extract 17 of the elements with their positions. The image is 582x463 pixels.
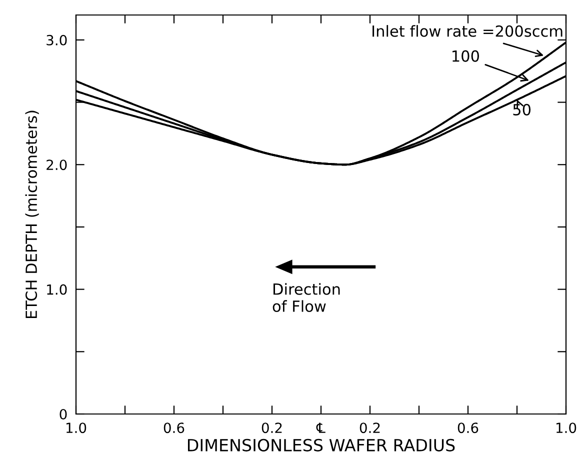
- legend-label: Inlet flow rate =200sccm: [372, 25, 562, 37]
- legend-label: 50: [513, 104, 531, 116]
- y-tick-label: 3.0: [46, 34, 67, 46]
- x-axis-title: DIMENSIONLESS WAFER RADIUS: [188, 438, 455, 452]
- y-tick-label: 1.0: [47, 284, 67, 295]
- annotation: Direction of Flow: [272, 283, 340, 312]
- x-tick-label: 1.0: [556, 422, 576, 434]
- x-tick-label: 0.6: [164, 422, 184, 434]
- x-tick-label: 0.2: [360, 422, 380, 434]
- x-tick-label: 0.6: [458, 422, 478, 434]
- x-tick-label: 1.0: [66, 422, 86, 434]
- x-tick-label: ℄: [316, 422, 326, 433]
- x-tick-label: 0.2: [262, 422, 282, 434]
- y-axis-title: ETCH DEPTH (micrometers): [25, 110, 39, 318]
- y-tick-label: 2.0: [46, 160, 67, 170]
- legend-label: 100: [452, 50, 479, 62]
- y-tick-label: 0: [60, 408, 67, 420]
